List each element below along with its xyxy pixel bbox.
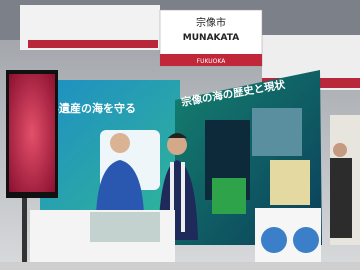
pedestal-logo bbox=[261, 227, 287, 253]
aquarium bbox=[90, 212, 160, 242]
person-head bbox=[333, 143, 347, 157]
tv-stand bbox=[22, 198, 27, 270]
scene: 宗像市 MUNAKATA FUKUOKA 界遺産の海を守る 宗像の海の歴史と現状 bbox=[0, 0, 360, 270]
sign-city-romaji: MUNAKATA bbox=[183, 33, 239, 43]
sign-prefecture: FUKUOKA bbox=[197, 58, 227, 65]
panel-stripe bbox=[28, 40, 158, 48]
person-head bbox=[110, 133, 130, 153]
map-poster bbox=[212, 178, 246, 214]
display-box bbox=[270, 160, 310, 205]
pedestal-logo bbox=[293, 227, 319, 253]
left-banner-title: 界遺産の海を守る bbox=[48, 101, 136, 115]
sash bbox=[181, 162, 185, 232]
poster-photo bbox=[252, 108, 302, 156]
sign-city-kanji: 宗像市 bbox=[196, 16, 226, 29]
floor bbox=[0, 262, 360, 270]
tv-screen bbox=[9, 74, 55, 192]
person-body bbox=[330, 158, 352, 238]
